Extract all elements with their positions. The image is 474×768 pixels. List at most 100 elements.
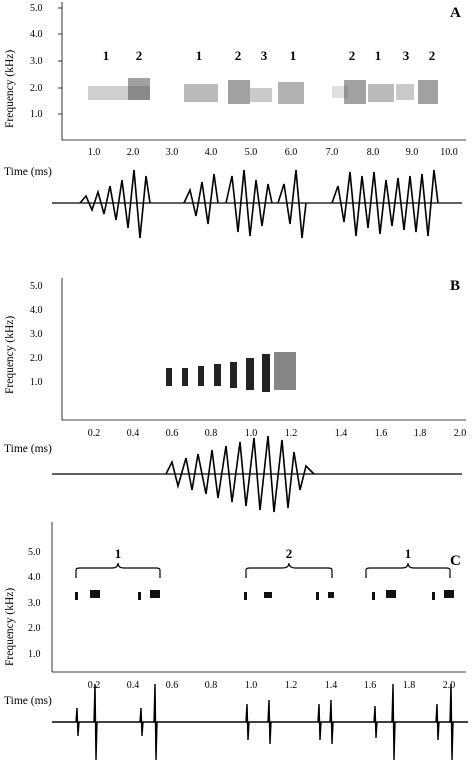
panel-a-y-axis-label: Frequency (kHz) <box>4 50 16 128</box>
xtick-label: 5.0 <box>245 147 258 158</box>
pulse <box>262 354 270 392</box>
pulse <box>444 590 454 598</box>
waveform-trace <box>183 173 219 225</box>
ytick-label: 4.0 <box>28 572 41 583</box>
call-label: 1 <box>115 546 122 561</box>
ytick-label: 5.0 <box>30 281 43 292</box>
xtick-label: 8.0 <box>367 147 380 158</box>
ytick-label: 3.0 <box>30 56 43 67</box>
call-label: 2 <box>136 48 143 63</box>
pulse <box>432 592 435 600</box>
panel-a-xticks: 1.0 2.0 3.0 4.0 5.0 6.0 7.0 8.0 9.0 10.0 <box>88 147 458 158</box>
waveform-trace <box>75 683 454 761</box>
panel-c-waveform <box>52 683 468 761</box>
spectrogram-band <box>278 82 304 104</box>
xtick-label: 1.4 <box>335 428 348 439</box>
pulse <box>328 592 334 598</box>
panel-c-brackets <box>75 562 451 578</box>
call-bracket <box>75 562 161 578</box>
waveform-trace <box>225 169 273 237</box>
panel-c-x-axis-label: Time (ms) <box>4 695 52 707</box>
panel-a: A 5.0 4.0 3.0 2.0 1.0 Frequency (kHz) 1.… <box>4 2 466 239</box>
call-label: 1 <box>103 48 110 63</box>
panel-c: C 5.0 4.0 3.0 2.0 1.0 Frequency (kHz) 0.… <box>4 522 468 761</box>
waveform-trace <box>277 169 307 239</box>
pulse <box>150 590 160 598</box>
ytick-label: 2.0 <box>30 353 43 364</box>
panel-b-x-axis: 0.2 0.4 0.6 0.8 1.0 1.2 1.4 1.6 1.8 2.0 … <box>4 419 467 455</box>
panel-b-spectrogram <box>166 352 296 392</box>
pulse-blur <box>274 352 296 390</box>
ytick-label: 4.0 <box>30 29 43 40</box>
panel-b: B 5.0 4.0 3.0 2.0 1.0 Frequency (kHz) 0.… <box>4 278 467 513</box>
panel-b-y-axis-label: Frequency (kHz) <box>4 316 16 394</box>
pulse <box>138 592 141 600</box>
panel-a-spectrogram <box>88 78 438 104</box>
call-label: 2 <box>349 48 356 63</box>
xtick-label: 0.4 <box>127 428 140 439</box>
pulse <box>316 592 319 600</box>
panel-a-waveform <box>52 169 462 239</box>
xtick-label: 0.8 <box>205 680 218 691</box>
call-label: 2 <box>235 48 242 63</box>
xtick-label: 2.0 <box>454 428 467 439</box>
pulse <box>244 592 247 600</box>
spectrogram-band <box>396 84 414 100</box>
panel-b-y-axis: 5.0 4.0 3.0 2.0 1.0 Frequency (kHz) <box>4 278 63 420</box>
pulse <box>214 364 221 386</box>
xtick-label: 1.2 <box>285 428 298 439</box>
panel-b-letter: B <box>450 278 460 294</box>
call-label: 2 <box>286 546 293 561</box>
panel-b-xticks: 0.2 0.4 0.6 0.8 1.0 1.2 1.4 1.6 1.8 2.0 <box>88 428 467 439</box>
panel-a-letter: A <box>450 5 461 21</box>
call-label: 3 <box>403 48 410 63</box>
xtick-label: 9.0 <box>406 147 419 158</box>
panel-c-y-axis-label: Frequency (kHz) <box>4 588 16 666</box>
xtick-label: 1.8 <box>414 428 427 439</box>
ytick-label: 3.0 <box>28 598 41 609</box>
panel-c-letter: C <box>450 553 461 569</box>
xtick-label: 0.2 <box>88 680 101 691</box>
panel-b-x-axis-label: Time (ms) <box>4 443 52 455</box>
xtick-label: 1.0 <box>245 428 258 439</box>
pulse <box>230 362 237 388</box>
panel-a-x-axis: 1.0 2.0 3.0 4.0 5.0 6.0 7.0 8.0 9.0 10.0… <box>4 139 466 178</box>
spectrogram-band <box>228 80 250 104</box>
pulse <box>182 368 188 386</box>
ytick-label: 1.0 <box>30 109 43 120</box>
ytick-label: 3.0 <box>30 329 43 340</box>
ytick-label: 4.0 <box>30 305 43 316</box>
panel-c-y-axis: 5.0 4.0 3.0 2.0 1.0 Frequency (kHz) <box>4 522 53 672</box>
call-label: 1 <box>375 48 382 63</box>
call-label: 2 <box>429 48 436 63</box>
waveform-trace <box>165 435 315 513</box>
spectrogram-band <box>128 78 150 100</box>
spectrogram-band <box>250 88 272 102</box>
xtick-label: 10.0 <box>440 147 458 158</box>
xtick-label: 3.0 <box>166 147 179 158</box>
ytick-label: 2.0 <box>30 83 43 94</box>
pulse <box>246 358 254 390</box>
xtick-label: 4.0 <box>205 147 218 158</box>
panel-c-spectrogram <box>75 590 454 600</box>
panel-a-x-axis-label: Time (ms) <box>4 166 52 178</box>
pulse <box>166 368 172 386</box>
panel-a-call-labels: 1 2 1 2 3 1 2 1 3 2 <box>103 48 436 63</box>
xtick-label: 1.8 <box>403 680 416 691</box>
call-label: 1 <box>290 48 297 63</box>
pulse <box>90 590 100 598</box>
xtick-label: 0.4 <box>127 680 140 691</box>
xtick-label: 0.2 <box>88 428 101 439</box>
pulse <box>386 590 396 598</box>
call-label: 1 <box>405 546 412 561</box>
ytick-label: 5.0 <box>30 3 43 14</box>
panel-a-ytick-marks <box>58 7 62 115</box>
ytick-label: 2.0 <box>28 623 41 634</box>
xtick-label: 1.6 <box>375 428 388 439</box>
spectrogram-band <box>418 80 438 104</box>
xtick-label: 2.0 <box>443 680 456 691</box>
panel-a-y-axis: 5.0 4.0 3.0 2.0 1.0 Frequency (kHz) <box>4 2 63 140</box>
panel-b-waveform <box>52 435 462 513</box>
call-bracket <box>245 562 333 578</box>
